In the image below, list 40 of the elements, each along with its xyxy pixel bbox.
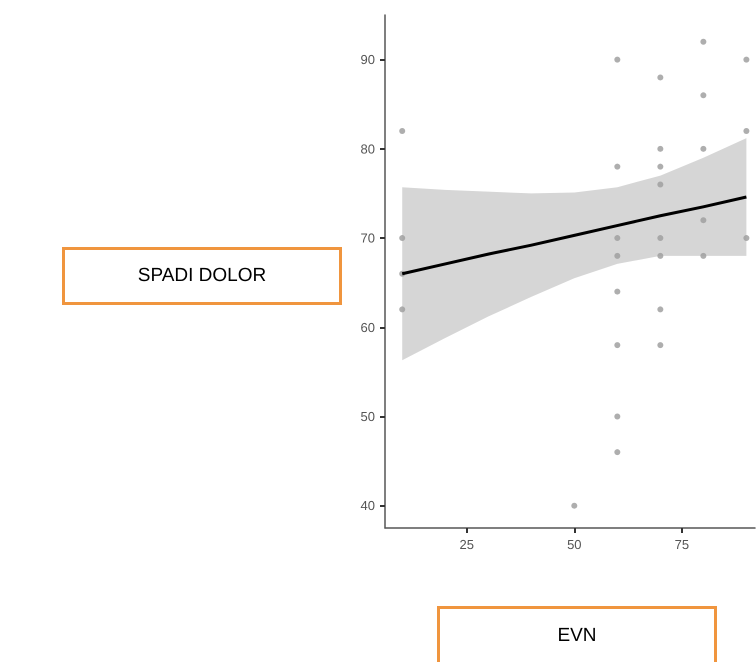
point — [743, 235, 750, 242]
point — [614, 449, 620, 456]
x-axis-title: EVN — [437, 606, 717, 662]
point — [657, 74, 664, 80]
point — [657, 235, 664, 242]
y-tick-label: 40 — [360, 498, 375, 514]
point — [743, 56, 750, 63]
x-tick-label: 50 — [567, 537, 582, 552]
y-tick-label: 80 — [360, 141, 375, 156]
point — [700, 252, 706, 259]
point — [657, 306, 664, 312]
point — [614, 164, 620, 170]
point — [700, 146, 706, 152]
point — [700, 38, 706, 45]
point — [743, 128, 750, 134]
point — [614, 56, 620, 63]
point — [657, 252, 664, 259]
point — [657, 342, 664, 348]
y-tick-label: 70 — [360, 230, 375, 246]
point — [614, 252, 620, 259]
point — [399, 306, 406, 312]
x-tick-label: 75 — [674, 537, 690, 552]
point — [657, 164, 664, 170]
y-axis-title: SPADI DOLOR — [62, 247, 342, 305]
y-tick-label: 90 — [360, 52, 375, 68]
point — [614, 235, 620, 242]
point — [399, 235, 406, 242]
point — [614, 413, 620, 420]
point — [657, 146, 664, 152]
point — [614, 342, 620, 348]
point — [614, 288, 620, 295]
point — [700, 92, 706, 98]
x-tick-label: 25 — [460, 537, 474, 552]
y-tick-label: 60 — [360, 320, 375, 335]
line-series — [400, 196, 748, 276]
point — [657, 182, 664, 188]
y-tick-label: 50 — [360, 408, 375, 424]
point — [700, 217, 706, 224]
point — [399, 128, 406, 134]
point — [571, 502, 578, 509]
